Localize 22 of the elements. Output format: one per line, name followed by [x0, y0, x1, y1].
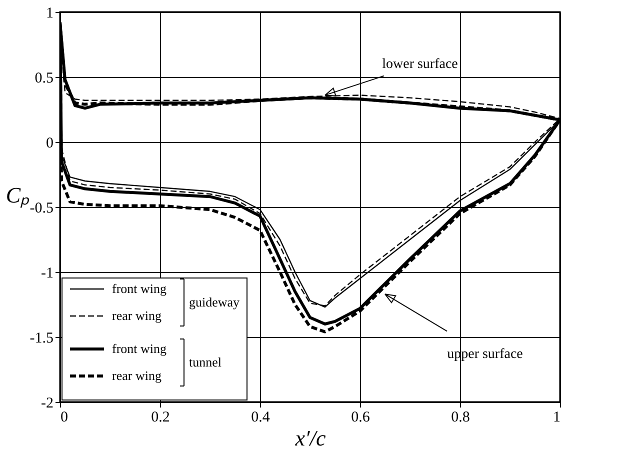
x-tick-label: 0.6: [351, 410, 370, 426]
annotation: lower surface: [382, 57, 458, 72]
y-tick-label: -2: [41, 396, 54, 412]
y-tick-label: -0.5: [30, 200, 54, 216]
y-axis-title: Cₚ: [6, 182, 30, 208]
y-tick-label: -1.5: [30, 330, 54, 346]
annotation: guideway: [189, 294, 240, 310]
legend-label: rear wing: [112, 368, 162, 383]
x-tick-label: 0.4: [251, 410, 270, 426]
y-tick-label: 0.5: [34, 70, 54, 86]
y-tick-label: -1: [41, 266, 54, 282]
x-tick-label: 0: [60, 410, 68, 426]
x-tick-label: 0.2: [151, 410, 170, 426]
x-tick-label: 0.8: [451, 410, 470, 426]
y-tick-label: 1: [46, 6, 54, 22]
annotation: tunnel: [189, 354, 222, 370]
y-tick-label: 0: [46, 136, 54, 152]
legend-label: front wing: [112, 281, 168, 296]
x-tick-label: 1: [553, 410, 560, 426]
legend-label: rear wing: [112, 308, 162, 323]
legend-label: front wing: [112, 341, 168, 356]
x-axis-title: x′/c: [294, 426, 326, 450]
